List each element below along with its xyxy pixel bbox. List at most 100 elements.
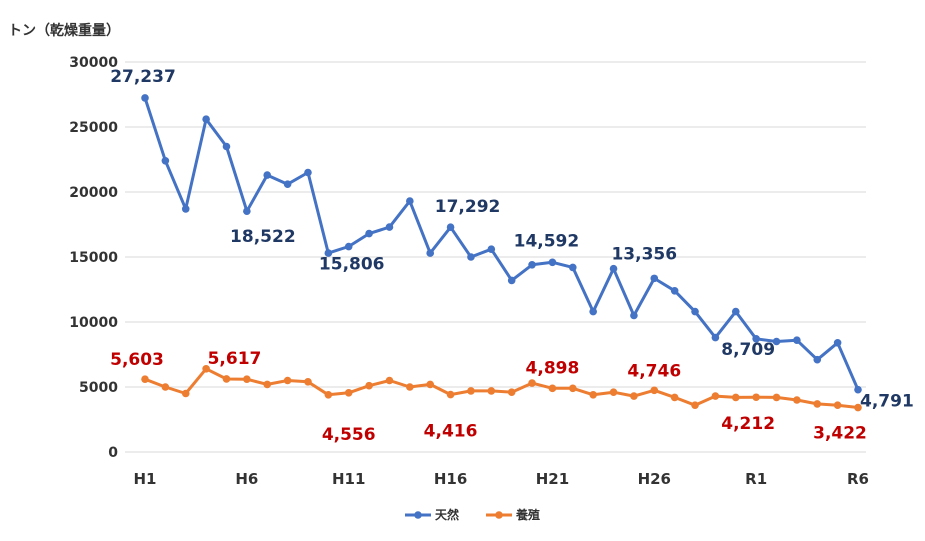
x-tick-label: H6 xyxy=(235,470,258,488)
data-point xyxy=(772,393,781,402)
data-point xyxy=(650,274,659,283)
data-label: 8,709 xyxy=(721,340,775,360)
data-point xyxy=(589,307,597,316)
x-tick-label: R6 xyxy=(847,470,869,488)
data-point xyxy=(487,245,496,253)
data-label: 13,356 xyxy=(611,244,677,264)
x-tick-label: H1 xyxy=(134,470,157,488)
data-point xyxy=(385,223,394,231)
data-point xyxy=(670,287,679,295)
data-point xyxy=(243,207,251,216)
data-point xyxy=(385,376,394,385)
data-point xyxy=(833,339,842,347)
data-point xyxy=(263,171,272,179)
data-label: 4,556 xyxy=(322,425,376,445)
data-point xyxy=(548,258,557,267)
data-point xyxy=(507,388,516,397)
data-point xyxy=(181,389,190,398)
legend-marker xyxy=(495,511,503,519)
legend-item: 養殖 xyxy=(486,507,540,522)
data-point xyxy=(283,180,292,188)
data-point xyxy=(446,390,455,399)
series-line xyxy=(143,367,860,409)
legend: 天然 養殖 xyxy=(405,507,540,522)
data-point xyxy=(263,380,272,389)
x-tick-label: R1 xyxy=(745,470,767,488)
data-label: 5,617 xyxy=(208,349,262,369)
axes: 30000 25000 20000 15000 10000 5000 0 H1 H6 H11 H16… xyxy=(69,55,869,488)
data-label: 3,422 xyxy=(813,424,867,444)
data-point xyxy=(528,379,536,387)
data-label: 4,416 xyxy=(424,422,478,442)
data-point xyxy=(181,205,190,213)
data-point xyxy=(711,333,720,342)
data-point xyxy=(222,142,231,151)
data-label: 27,237 xyxy=(110,67,176,87)
data-point xyxy=(630,311,638,320)
data-point xyxy=(833,401,842,410)
data-point xyxy=(548,384,557,393)
legend-label: 天然 xyxy=(435,507,459,522)
data-point xyxy=(691,401,699,410)
data-label: 4,791 xyxy=(860,392,914,412)
data-point xyxy=(406,197,414,205)
data-point xyxy=(752,334,760,343)
data-point xyxy=(854,403,862,412)
data-point xyxy=(202,365,210,373)
data-point xyxy=(344,388,353,397)
data-point xyxy=(426,249,435,257)
data-point xyxy=(813,355,822,364)
y-tick-label: 25000 xyxy=(69,120,118,136)
data-point xyxy=(813,400,822,408)
data-point xyxy=(772,337,781,346)
x-tick-label: H16 xyxy=(434,470,467,488)
data-label: 14,592 xyxy=(514,231,580,251)
data-label: 4,746 xyxy=(627,361,681,381)
data-point xyxy=(202,115,210,123)
series-line xyxy=(143,96,860,392)
data-point xyxy=(487,387,496,395)
legend-label: 養殖 xyxy=(515,507,540,522)
data-point xyxy=(609,388,618,397)
y-tick-label: 20000 xyxy=(69,185,118,201)
data-point xyxy=(569,384,577,393)
data-point xyxy=(569,263,577,272)
data-point xyxy=(731,307,740,316)
series-natural xyxy=(141,94,862,394)
data-point xyxy=(609,264,618,273)
data-label: 15,806 xyxy=(319,255,385,275)
data-point xyxy=(344,242,353,251)
legend-marker xyxy=(414,511,422,519)
data-point xyxy=(304,168,312,177)
data-point xyxy=(589,391,597,399)
data-label: 18,522 xyxy=(230,227,296,247)
data-point xyxy=(161,383,170,391)
data-point xyxy=(304,378,312,386)
y-tick-label: 30000 xyxy=(69,55,118,71)
data-point xyxy=(731,393,740,402)
y-tick-label: 15000 xyxy=(69,250,118,266)
data-point xyxy=(283,376,292,385)
data-point xyxy=(426,380,435,389)
y-tick-label: 5000 xyxy=(79,380,118,396)
data-point xyxy=(711,392,720,400)
data-point xyxy=(670,393,679,402)
data-point xyxy=(507,276,516,285)
x-tick-label: H11 xyxy=(332,470,365,488)
data-point xyxy=(365,381,373,390)
data-point xyxy=(528,261,536,269)
data-point xyxy=(141,375,149,383)
data-point xyxy=(467,387,475,395)
data-point xyxy=(650,386,659,395)
data-point xyxy=(793,396,801,404)
data-point xyxy=(161,157,170,165)
data-label: 4,212 xyxy=(721,414,775,434)
data-point xyxy=(243,375,251,384)
series-layer xyxy=(141,94,862,412)
data-point xyxy=(630,392,638,400)
data-labels: 27,237 18,522 15,806 17,292 14,592 13,356 8,70… xyxy=(110,67,914,445)
data-point xyxy=(793,336,801,345)
data-label: 17,292 xyxy=(435,197,501,217)
data-point xyxy=(222,375,231,383)
